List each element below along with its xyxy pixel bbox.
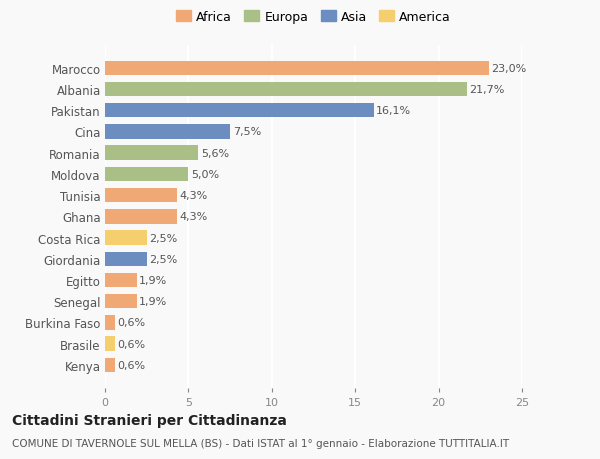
Bar bbox=[105, 210, 177, 224]
Bar bbox=[105, 315, 115, 330]
Text: 2,5%: 2,5% bbox=[149, 254, 178, 264]
Text: 0,6%: 0,6% bbox=[118, 360, 146, 370]
Text: 2,5%: 2,5% bbox=[149, 233, 178, 243]
Text: 7,5%: 7,5% bbox=[233, 127, 261, 137]
Bar bbox=[105, 294, 137, 309]
Text: 4,3%: 4,3% bbox=[179, 212, 208, 222]
Text: 21,7%: 21,7% bbox=[469, 85, 505, 95]
Text: 0,6%: 0,6% bbox=[118, 318, 146, 328]
Bar bbox=[105, 358, 115, 372]
Bar bbox=[105, 146, 199, 161]
Text: 23,0%: 23,0% bbox=[491, 64, 526, 73]
Text: 1,9%: 1,9% bbox=[139, 297, 167, 307]
Bar bbox=[105, 168, 188, 182]
Bar bbox=[105, 337, 115, 351]
Legend: Africa, Europa, Asia, America: Africa, Europa, Asia, America bbox=[176, 11, 451, 24]
Text: 4,3%: 4,3% bbox=[179, 190, 208, 201]
Bar bbox=[105, 189, 177, 203]
Text: 5,0%: 5,0% bbox=[191, 169, 219, 179]
Bar bbox=[105, 252, 147, 266]
Text: 5,6%: 5,6% bbox=[201, 148, 229, 158]
Text: 0,6%: 0,6% bbox=[118, 339, 146, 349]
Text: 1,9%: 1,9% bbox=[139, 275, 167, 285]
Bar bbox=[105, 104, 374, 118]
Bar bbox=[105, 231, 147, 245]
Text: COMUNE DI TAVERNOLE SUL MELLA (BS) - Dati ISTAT al 1° gennaio - Elaborazione TUT: COMUNE DI TAVERNOLE SUL MELLA (BS) - Dat… bbox=[12, 438, 509, 448]
Bar bbox=[105, 62, 488, 76]
Text: 16,1%: 16,1% bbox=[376, 106, 411, 116]
Text: Cittadini Stranieri per Cittadinanza: Cittadini Stranieri per Cittadinanza bbox=[12, 413, 287, 427]
Bar bbox=[105, 83, 467, 97]
Bar bbox=[105, 273, 137, 288]
Bar bbox=[105, 125, 230, 140]
